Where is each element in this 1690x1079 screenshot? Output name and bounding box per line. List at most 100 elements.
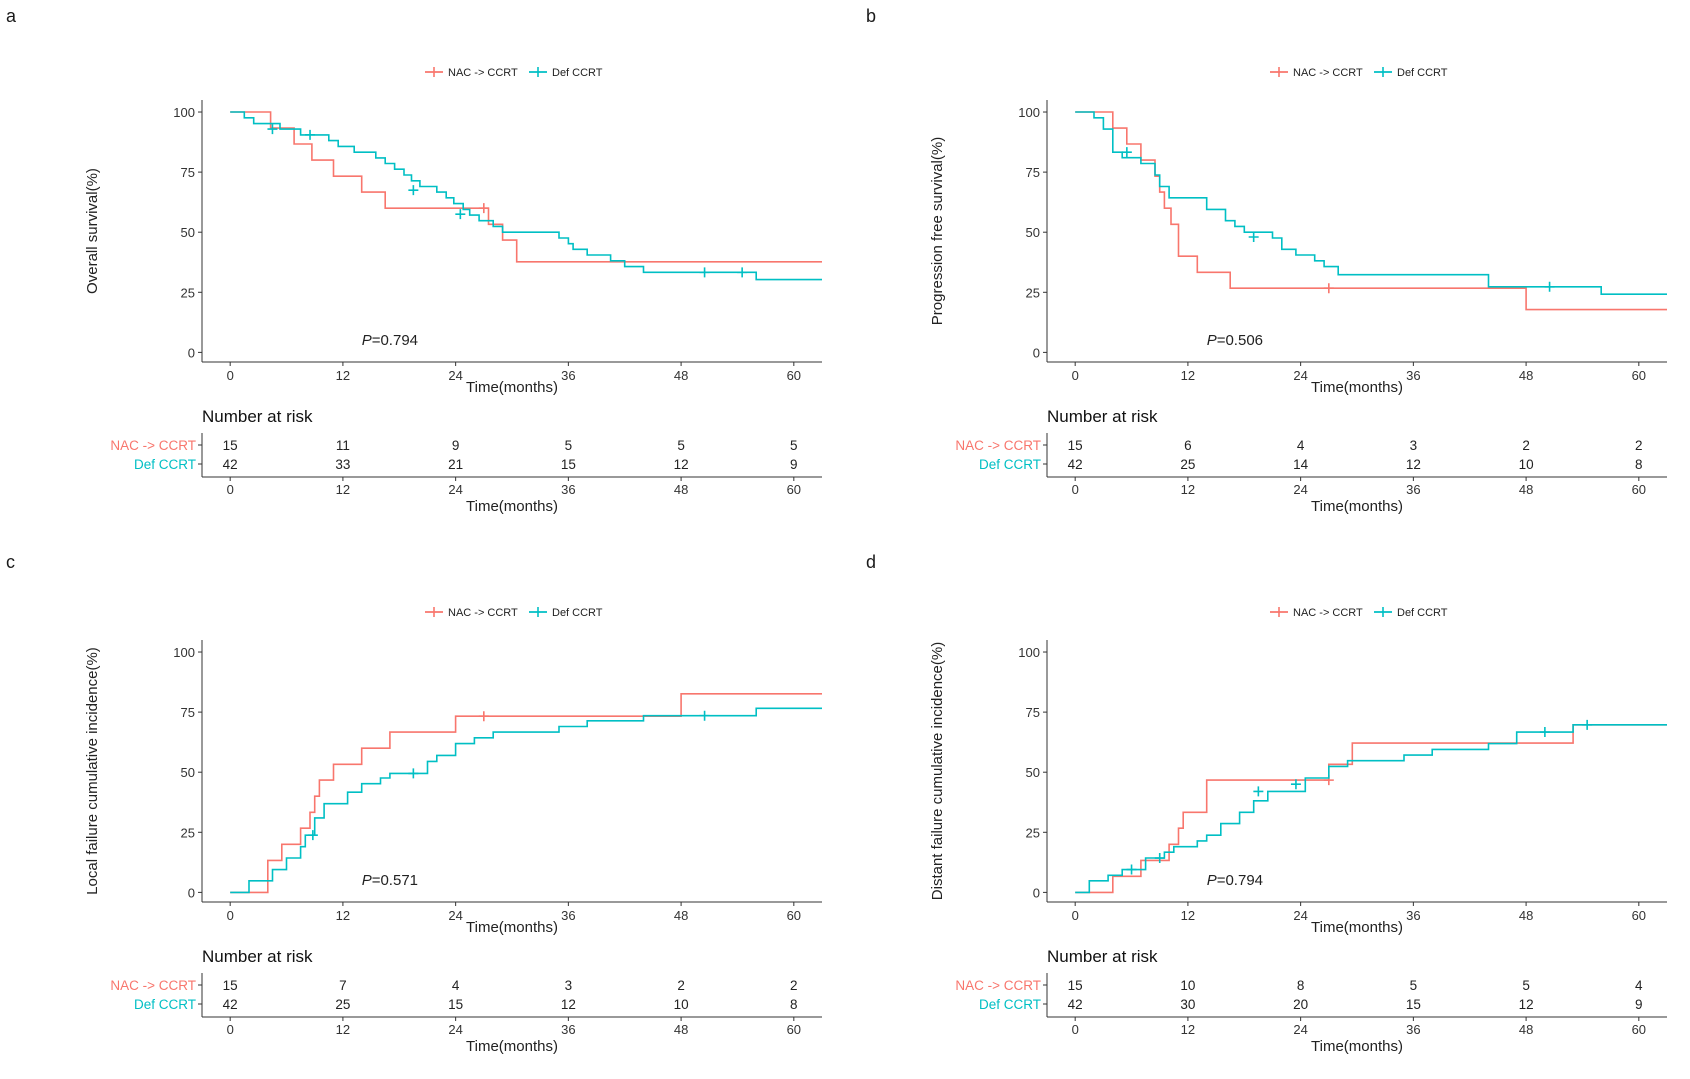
risk-count: 8 <box>790 997 798 1012</box>
risk-x-tick-label: 60 <box>1632 1022 1646 1037</box>
x-tick-label: 0 <box>227 908 234 923</box>
risk-count: 3 <box>565 978 573 993</box>
chart-group-a: NAC -> CCRT Def CCRT Overall survival(%) 0 2… <box>84 67 822 515</box>
x-tick-label: 48 <box>1519 908 1533 923</box>
y-tick-label: 100 <box>1018 105 1040 120</box>
censor-mark <box>305 129 316 140</box>
p-value-number: =0.794 <box>372 332 418 349</box>
legend-label: Def CCRT <box>552 607 603 619</box>
risk-count: 5 <box>1410 978 1418 993</box>
x-axis-title: Time(months) <box>466 379 558 396</box>
y-axis-title: Progression free survival(%) <box>929 137 946 325</box>
censor-mark <box>1544 281 1555 292</box>
panel-d: d NAC -> CCRT Def CCRT Distant failure cum… <box>845 540 1690 1079</box>
risk-count: 33 <box>335 457 350 472</box>
risk-count: 10 <box>674 997 689 1012</box>
censor-mark <box>737 267 748 278</box>
y-tick-label: 75 <box>181 705 195 720</box>
censor-mark <box>1154 853 1165 864</box>
y-tick-label: 25 <box>181 285 195 300</box>
risk-x-tick-label: 48 <box>1519 482 1533 497</box>
x-tick-label: 12 <box>336 908 350 923</box>
risk-x-tick-label: 48 <box>674 1022 688 1037</box>
y-tick-label: 0 <box>188 885 195 900</box>
p-value-label: P=0.794 <box>362 332 418 349</box>
censor-mark <box>1582 719 1593 730</box>
risk-count: 10 <box>1180 978 1195 993</box>
y-tick-label: 50 <box>181 225 195 240</box>
x-tick-label: 12 <box>336 368 350 383</box>
x-tick-label: 24 <box>448 368 462 383</box>
censor-mark <box>1290 779 1301 790</box>
risk-count: 3 <box>1410 438 1418 453</box>
risk-x-tick-label: 60 <box>1632 482 1646 497</box>
risk-x-tick-label: 60 <box>787 482 801 497</box>
y-tick-label: 100 <box>1018 645 1040 660</box>
risk-group-label: Def CCRT <box>979 997 1041 1012</box>
x-tick-label: 12 <box>1181 368 1195 383</box>
risk-count: 4 <box>1635 978 1643 993</box>
p-value-number: =0.506 <box>1217 332 1263 349</box>
censor-mark <box>408 185 419 196</box>
y-tick-label: 25 <box>181 825 195 840</box>
legend-label: Def CCRT <box>1397 67 1448 79</box>
km-curve-nac-ccrt <box>230 693 822 894</box>
risk-count: 11 <box>336 438 350 453</box>
censor-mark <box>1248 232 1259 243</box>
risk-count: 42 <box>1068 997 1083 1012</box>
legend-label: Def CCRT <box>1397 607 1448 619</box>
risk-count: 15 <box>561 457 576 472</box>
legend-label: NAC -> CCRT <box>448 67 518 79</box>
risk-group-label: NAC -> CCRT <box>955 978 1041 993</box>
x-tick-label: 24 <box>1293 908 1307 923</box>
y-tick-label: 0 <box>1033 885 1040 900</box>
risk-count: 15 <box>223 978 238 993</box>
panel-b: b NAC -> CCRT Def CCRT Progression free su… <box>845 0 1690 540</box>
risk-x-tick-label: 12 <box>336 1022 350 1037</box>
chart-group-c: NAC -> CCRT Def CCRT Local failure cumulat… <box>84 607 822 1055</box>
km-curve-def-ccrt <box>230 111 822 281</box>
censor-mark <box>307 830 318 841</box>
risk-x-tick-label: 24 <box>1293 1022 1307 1037</box>
risk-x-tick-label: 48 <box>1519 1022 1533 1037</box>
risk-count: 2 <box>677 978 685 993</box>
x-tick-label: 60 <box>1632 368 1646 383</box>
y-tick-label: 50 <box>1026 225 1040 240</box>
x-tick-label: 48 <box>674 368 688 383</box>
risk-count: 9 <box>1635 997 1643 1012</box>
censor-mark <box>408 768 419 779</box>
y-tick-label: 50 <box>181 765 195 780</box>
risk-count: 2 <box>1522 438 1530 453</box>
y-axis-title: Distant failure cumulative incidence(%) <box>929 642 946 900</box>
risk-x-tick-label: 0 <box>1072 482 1079 497</box>
risk-group-label: Def CCRT <box>134 457 196 472</box>
x-tick-label: 60 <box>1632 908 1646 923</box>
x-tick-label: 48 <box>1519 368 1533 383</box>
censor-mark <box>455 209 466 220</box>
risk-count: 2 <box>790 978 798 993</box>
p-value-symbol: P <box>362 872 372 889</box>
risk-count: 42 <box>223 997 238 1012</box>
p-value-label: P=0.506 <box>1207 332 1263 349</box>
risk-x-tick-label: 36 <box>561 1022 575 1037</box>
y-tick-label: 25 <box>1026 285 1040 300</box>
y-tick-label: 0 <box>1033 345 1040 360</box>
risk-x-tick-label: 0 <box>1072 1022 1079 1037</box>
risk-count: 6 <box>1184 438 1192 453</box>
risk-group-label: NAC -> CCRT <box>955 438 1041 453</box>
y-tick-label: 75 <box>181 165 195 180</box>
legend-label: NAC -> CCRT <box>448 607 518 619</box>
risk-x-tick-label: 0 <box>227 482 234 497</box>
km-curve-nac-ccrt <box>230 111 822 263</box>
p-value-number: =0.571 <box>372 872 418 889</box>
p-value-label: P=0.571 <box>362 872 418 889</box>
x-tick-label: 60 <box>787 908 801 923</box>
x-tick-label: 0 <box>1072 908 1079 923</box>
chart-b: NAC -> CCRT Def CCRT Progression free surv… <box>929 67 1667 515</box>
risk-count: 42 <box>223 457 238 472</box>
censor-mark <box>1323 283 1334 294</box>
risk-count: 12 <box>674 457 689 472</box>
risk-table-title: Number at risk <box>202 947 313 966</box>
risk-count: 5 <box>1522 978 1530 993</box>
risk-count: 30 <box>1180 997 1195 1012</box>
